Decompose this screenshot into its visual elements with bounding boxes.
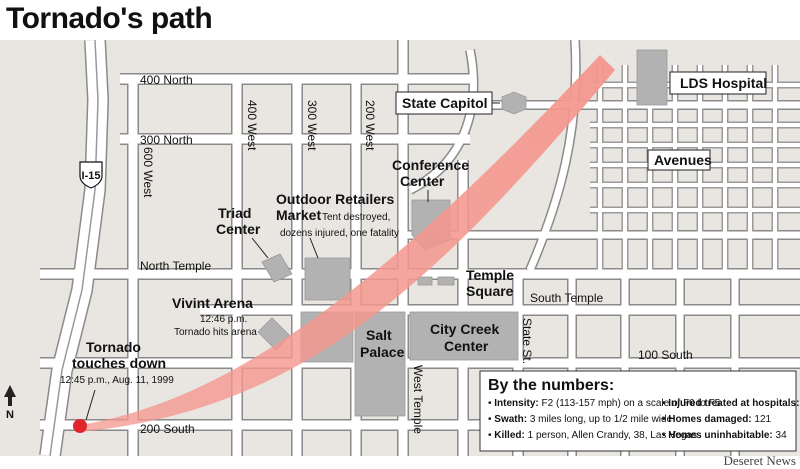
vivint-arena-note-1: 12:46 p.m.	[200, 314, 247, 325]
city-creek-center-building	[409, 311, 519, 361]
outdoor-retailers-label-1: Outdoor Retailers	[276, 191, 394, 207]
street-label-state-st: State St.	[520, 318, 534, 364]
outdoor-retailers-note-1: Tent destroyed,	[322, 212, 390, 223]
city-creek-label-2: Center	[444, 338, 489, 354]
triad-center-label-1: Triad	[218, 205, 251, 221]
city-map[interactable]: 400 North 300 North North Temple South T…	[0, 40, 800, 456]
street-label-south-temple: South Temple	[530, 291, 603, 305]
vivint-arena-label: Vivint Arena	[172, 295, 253, 311]
touchdown-label-2: touches down	[72, 355, 166, 371]
salt-palace-building	[354, 311, 406, 417]
city-creek-label-1: City Creek	[430, 321, 499, 337]
lds-hospital-label-box	[669, 71, 767, 95]
north-arrow-label: N	[6, 409, 14, 421]
freeway-median	[49, 40, 99, 456]
north-arrow: N	[4, 385, 16, 421]
interstate-shield: I-15	[79, 161, 103, 189]
stats-left-0: • Intensity: F2 (113-157 mph) on a scale…	[488, 398, 721, 409]
stats-panel: By the numbers: • Intensity: F2 (113-157…	[479, 370, 800, 452]
outdoor-retailers-building	[304, 257, 351, 301]
temple-square-label-2: Square	[466, 283, 514, 299]
street-label-north-temple: North Temple	[140, 259, 211, 273]
street-label-300-west: 300 West	[305, 100, 319, 151]
street-label-400-north: 400 North	[140, 73, 193, 87]
street-label-400-west: 400 West	[245, 100, 259, 151]
touchdown-dot[interactable]	[73, 419, 87, 433]
conference-center-label-2: Center	[400, 173, 445, 189]
lds-hospital-building	[636, 49, 668, 106]
vivint-arena-note-2: Tornado hits arena	[174, 327, 257, 338]
triad-center-label-2: Center	[216, 221, 261, 237]
street-label-west-temple: West Temple	[411, 365, 425, 434]
interstate-label: I-15	[82, 170, 101, 182]
state-capitol-building	[501, 91, 527, 115]
outdoor-retailers-label-2: Market	[276, 207, 321, 223]
street-label-200-west: 200 West	[363, 100, 377, 151]
stats-left-1: • Swath: 3 miles long, up to 1/2 mile wi…	[488, 414, 673, 425]
touchdown-note: 12:45 p.m., Aug. 11, 1999	[60, 375, 174, 386]
state-capitol-label: State Capitol	[402, 95, 488, 111]
lds-hospital-label: LDS Hospital	[680, 75, 767, 91]
temple-square-label-1: Temple	[466, 267, 514, 283]
stats-left-2: • Killed: 1 person, Allen Crandy, 38, La…	[488, 430, 697, 441]
salt-palace-label-2: Palace	[360, 344, 405, 360]
triad-center-building	[261, 253, 293, 283]
street-label-100-south: 100 South	[638, 348, 693, 362]
outdoor-retailers-note-2: dozens injured, one fatality	[280, 228, 399, 239]
stats-right-1: • Homes damaged: 121	[662, 414, 772, 425]
street-label-300-north: 300 North	[140, 133, 193, 147]
stats-right-0: • Injured treated at hospitals: 81	[662, 398, 800, 409]
street-label-600-west: 600 West	[141, 147, 155, 198]
avenues-label: Avenues	[654, 152, 712, 168]
street-label-200-south: 200 South	[140, 422, 195, 436]
credit-line: Deseret News	[723, 453, 796, 468]
map-title: Tornado's path	[6, 2, 213, 35]
temple-square-building-2	[437, 276, 455, 286]
avenues-label-box	[647, 149, 711, 171]
temple-square-building-1	[417, 276, 433, 286]
stats-right-2: • Homes uninhabitable: 34	[662, 430, 787, 441]
conference-center-label-1: Conference	[392, 157, 469, 173]
salt-palace-label-1: Salt	[366, 327, 392, 343]
touchdown-label-1: Tornado	[86, 339, 141, 355]
stats-panel-box	[479, 370, 797, 452]
stats-heading: By the numbers:	[488, 377, 614, 394]
